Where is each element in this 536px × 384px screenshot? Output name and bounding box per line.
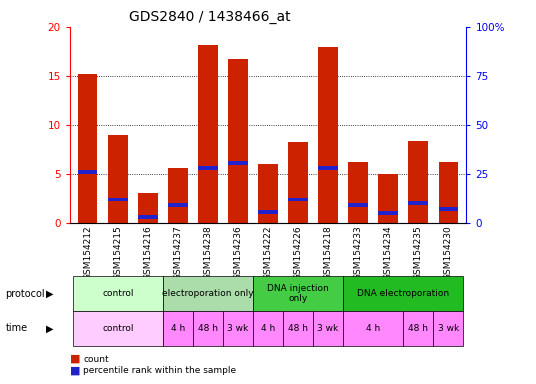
Bar xyxy=(163,276,253,311)
Bar xyxy=(403,311,433,346)
Bar xyxy=(318,166,338,170)
Bar xyxy=(253,311,283,346)
Bar xyxy=(108,135,128,223)
Bar xyxy=(408,141,428,223)
Text: control: control xyxy=(102,324,133,333)
Text: 4 h: 4 h xyxy=(261,324,275,333)
Bar xyxy=(73,276,163,311)
Text: 3 wk: 3 wk xyxy=(438,324,459,333)
Bar xyxy=(108,197,128,201)
Bar xyxy=(198,45,218,223)
Text: 48 h: 48 h xyxy=(288,324,308,333)
Bar xyxy=(228,161,248,165)
Bar xyxy=(408,202,428,205)
Bar xyxy=(193,311,223,346)
Bar xyxy=(258,210,278,214)
Text: percentile rank within the sample: percentile rank within the sample xyxy=(83,366,236,375)
Bar xyxy=(228,59,248,223)
Text: DNA electroporation: DNA electroporation xyxy=(357,289,449,298)
Bar xyxy=(198,166,218,170)
Text: 4 h: 4 h xyxy=(366,324,381,333)
Bar xyxy=(343,276,463,311)
Text: 48 h: 48 h xyxy=(198,324,218,333)
Bar xyxy=(168,204,188,207)
Bar xyxy=(438,207,458,211)
Bar xyxy=(258,164,278,223)
Bar xyxy=(313,311,343,346)
Bar xyxy=(318,48,338,223)
Bar xyxy=(138,215,158,218)
Text: DNA injection
only: DNA injection only xyxy=(267,284,329,303)
Bar xyxy=(223,311,253,346)
Text: 48 h: 48 h xyxy=(408,324,428,333)
Bar xyxy=(138,194,158,223)
Bar xyxy=(78,74,98,223)
Bar xyxy=(163,311,193,346)
Bar xyxy=(283,311,313,346)
Bar xyxy=(288,197,308,201)
Text: ■: ■ xyxy=(70,354,80,364)
Bar xyxy=(433,311,463,346)
Text: 4 h: 4 h xyxy=(171,324,185,333)
Text: 3 wk: 3 wk xyxy=(227,324,249,333)
Bar xyxy=(348,204,368,207)
Text: ▶: ▶ xyxy=(46,323,53,333)
Text: protocol: protocol xyxy=(5,289,45,299)
Bar xyxy=(348,162,368,223)
Text: 3 wk: 3 wk xyxy=(317,324,339,333)
Bar xyxy=(378,174,398,223)
Bar xyxy=(78,170,98,174)
Bar xyxy=(343,311,403,346)
Bar xyxy=(378,211,398,215)
Bar xyxy=(288,142,308,223)
Text: time: time xyxy=(5,323,27,333)
Text: GDS2840 / 1438466_at: GDS2840 / 1438466_at xyxy=(129,10,291,25)
Text: count: count xyxy=(83,354,109,364)
Bar xyxy=(438,162,458,223)
Text: control: control xyxy=(102,289,133,298)
Text: ■: ■ xyxy=(70,366,80,376)
Bar xyxy=(73,311,163,346)
Text: ▶: ▶ xyxy=(46,289,53,299)
Bar xyxy=(253,276,343,311)
Text: electroporation only: electroporation only xyxy=(162,289,254,298)
Bar xyxy=(168,168,188,223)
